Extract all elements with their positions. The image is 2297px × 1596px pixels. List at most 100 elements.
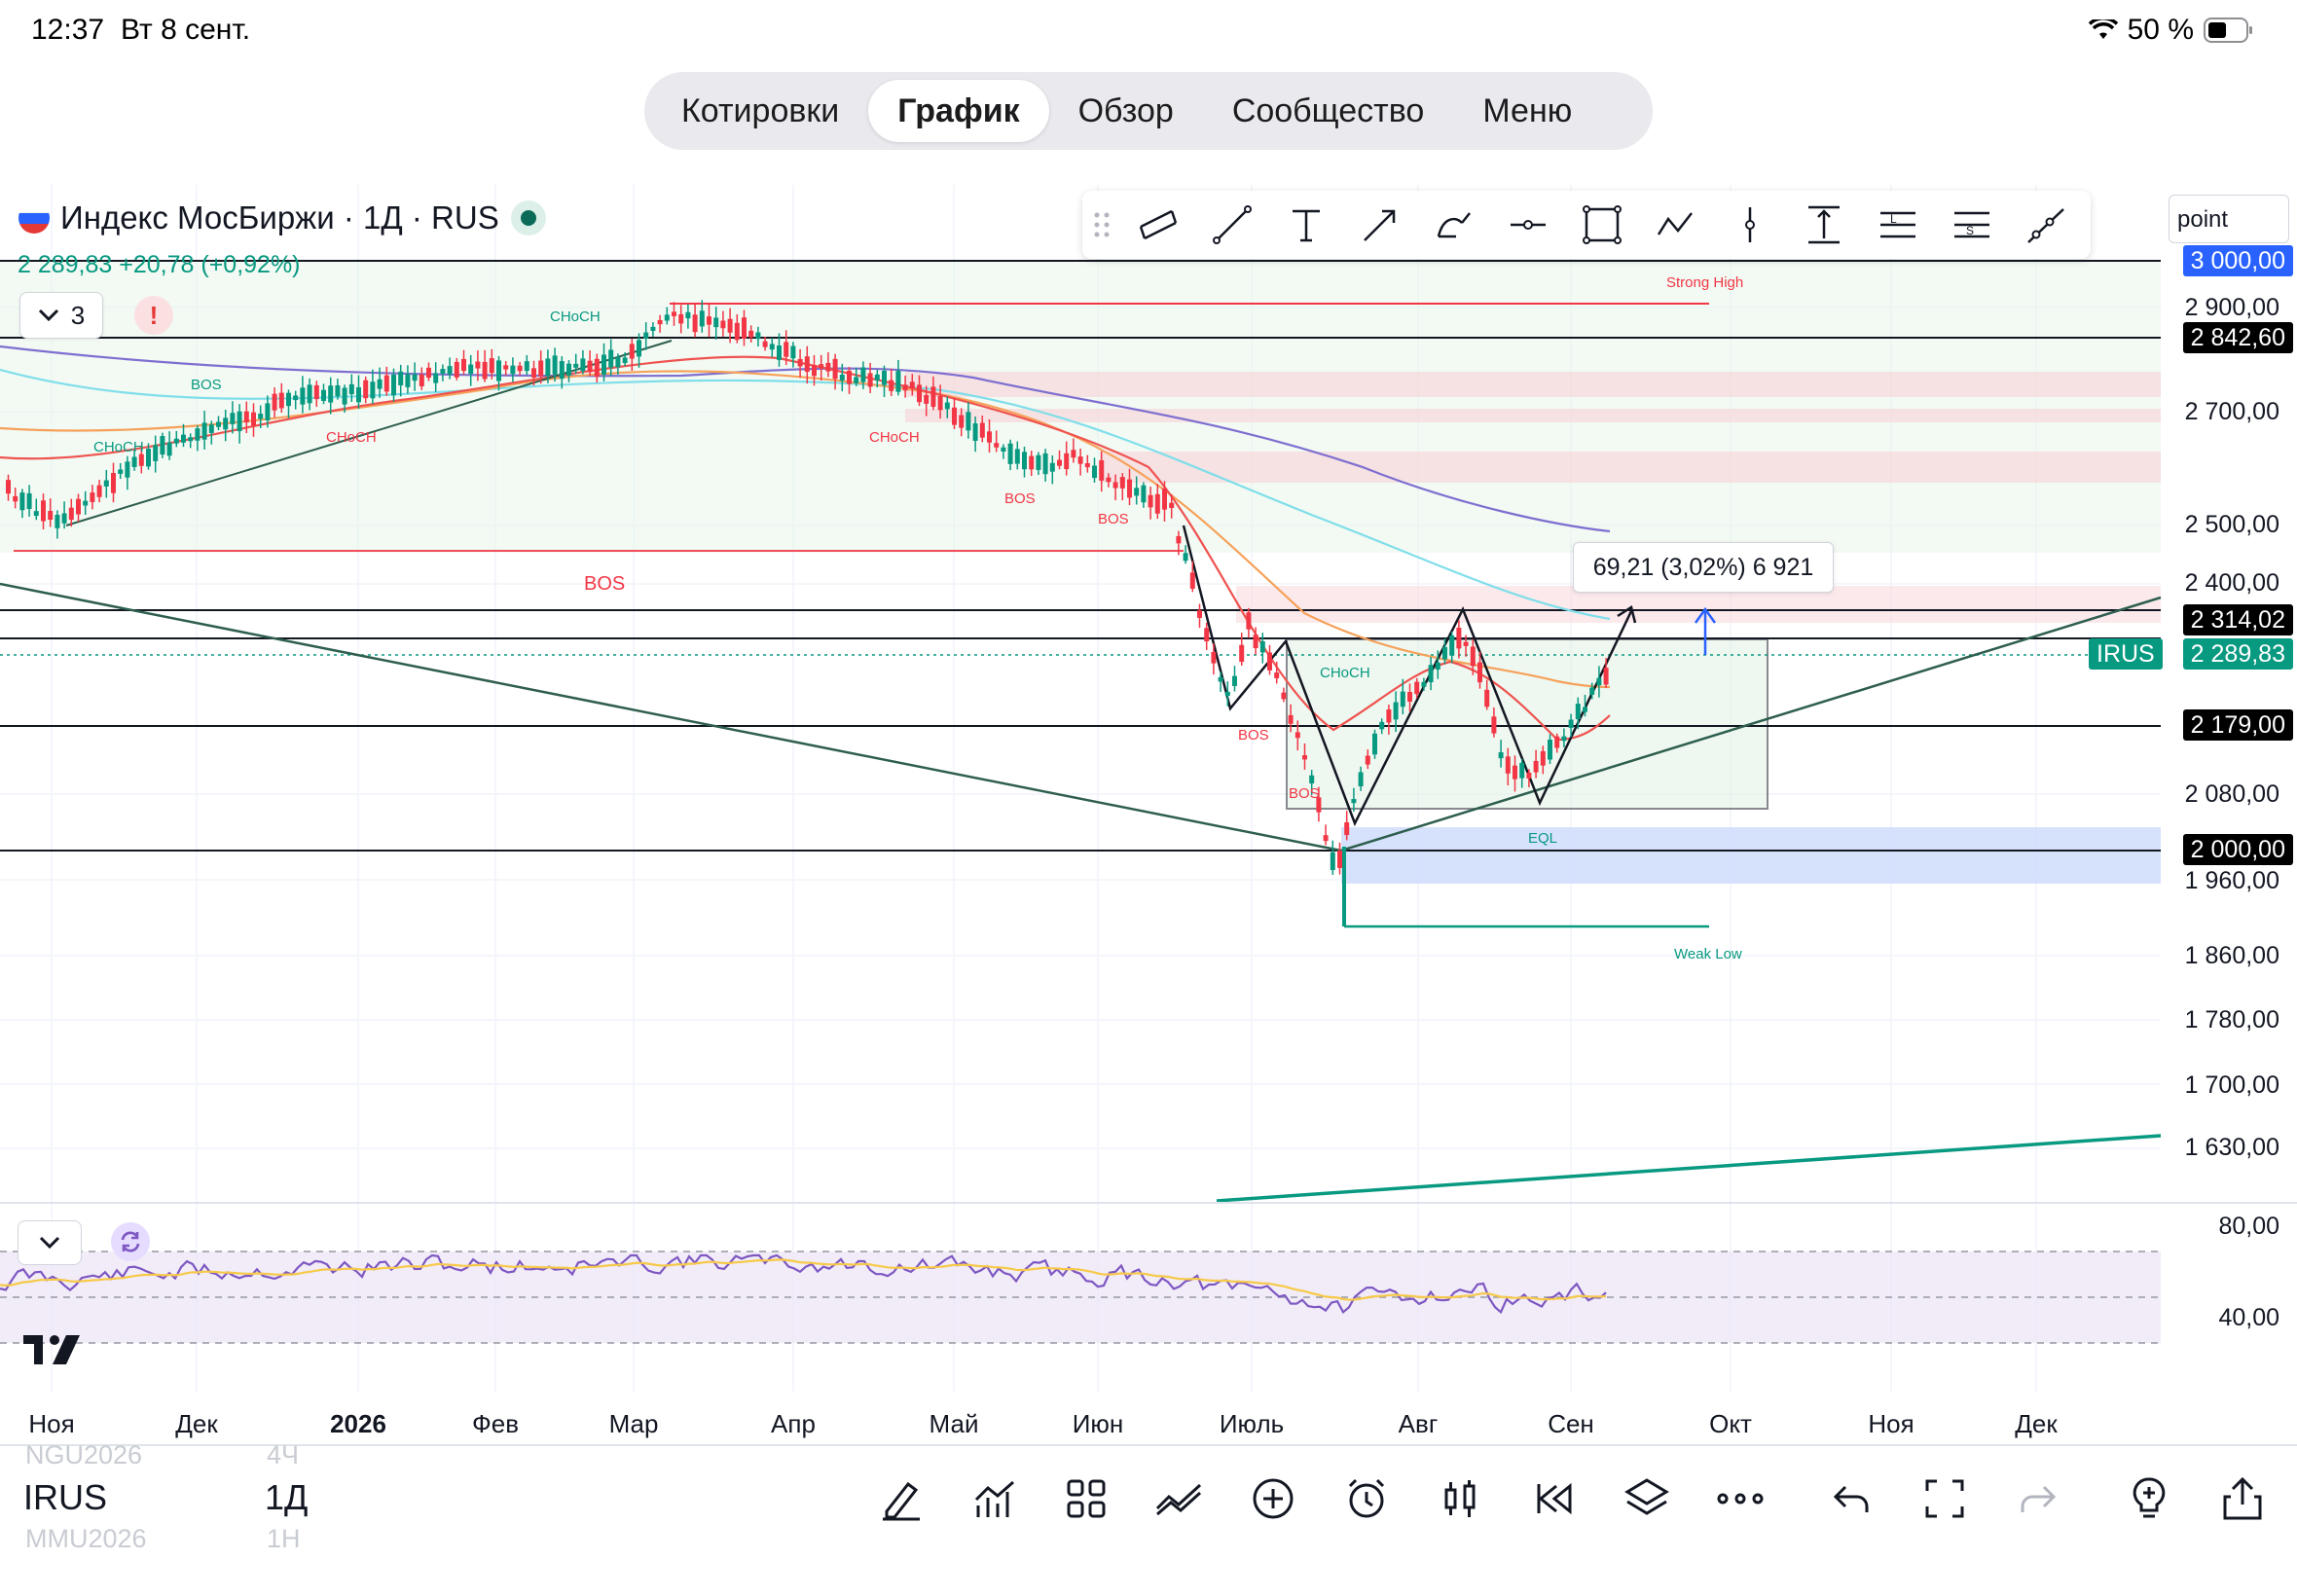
indicators-chart-icon[interactable] [967,1471,1022,1526]
timeframe-picker-next[interactable]: 1Н [267,1524,301,1553]
candle-body [902,384,908,391]
tab-quotes[interactable]: Котировки [681,92,840,129]
candle-body [1169,502,1175,509]
price-label-2000: 2 000,00 [2182,834,2293,865]
bottom-toolbar [0,1450,2297,1596]
symbol-legend[interactable]: Индекс МосБиржи · 1Д · RUS [18,199,548,237]
redo-icon[interactable] [2011,1471,2065,1526]
add-circle-icon[interactable] [1246,1471,1300,1526]
candle-body [790,345,796,359]
chart-canvas[interactable]: Strong High Weak Low EQL BOS BOS BOS BOS… [0,0,2297,1450]
candle-body [195,428,201,441]
candle-body [531,368,536,378]
candle-body [313,384,319,400]
price-tick-1780: 1 780,00 [2184,1006,2279,1034]
candle-body [1176,535,1182,544]
text-tool-icon[interactable] [1269,191,1343,259]
candle-body [26,492,32,510]
candle-body [461,358,466,372]
candle-body [55,514,60,528]
undo-icon[interactable] [1824,1471,1878,1526]
long-position-tool-icon[interactable]: L [1861,191,1935,259]
vertical-line-tool-icon[interactable] [1713,191,1787,259]
candle-body [1379,721,1385,730]
layers-icon[interactable] [1620,1471,1674,1526]
price-range-tool-icon[interactable] [1787,191,1861,259]
fullscreen-icon[interactable] [1917,1471,1972,1526]
arrow-tool-icon[interactable] [1343,191,1417,259]
zigzag-arrowhead [1617,605,1637,624]
candle-body [650,326,656,331]
rsi-collapse-button[interactable] [18,1220,82,1265]
candle-body [1029,455,1035,470]
candle-body [979,422,985,438]
candle-body [860,367,866,382]
candle-body [1435,662,1440,671]
tab-community[interactable]: Сообщество [1231,92,1425,129]
price-tick-2080: 2 080,00 [2184,780,2279,808]
tab-overview[interactable]: Обзор [1077,92,1174,129]
rsi-levels [0,1251,2161,1344]
candle-body [707,316,711,325]
timeframe-picker[interactable]: 1Д [265,1477,309,1517]
point-field[interactable]: point [2169,195,2289,243]
rectangle-tool-icon[interactable] [1565,191,1639,259]
legend-price-change: 2 289,83 +20,78 (+0,92%) [18,251,301,278]
candle-body [125,461,130,478]
time-tick: Ноя [1868,1409,1914,1438]
price-tick-2700: 2 700,00 [2184,398,2279,425]
tab-chart[interactable]: График [868,80,1049,142]
downtrend-line [0,582,1342,852]
replay-icon[interactable] [1526,1471,1581,1526]
candle-body [1351,799,1357,804]
alert-icon[interactable]: ! [134,296,173,335]
ray-tool-icon[interactable] [2009,191,2083,259]
draw-pen-icon[interactable] [874,1471,929,1526]
symbol-picker-prev[interactable]: NGU2026 [25,1440,143,1469]
more-dots-icon[interactable] [1713,1471,1768,1526]
candle-body [440,369,446,375]
share-icon[interactable] [2215,1471,2270,1526]
candle-body [96,485,102,497]
candle-body [777,345,782,360]
candle-body [937,395,943,411]
compare-lines-icon[interactable] [1152,1471,1207,1526]
candle-body [1204,628,1210,642]
layouts-grid-icon[interactable] [1059,1471,1113,1526]
candle-body [559,361,565,380]
candle-body [1274,672,1280,678]
ma-200-line [0,345,1611,533]
tab-menu[interactable]: Меню [1482,92,1573,129]
candle-body [1589,687,1595,695]
rsi-refresh-icon[interactable] [111,1222,150,1261]
candle-body [1099,459,1105,481]
symbol-picker[interactable]: IRUS [23,1477,108,1517]
candle-body [293,395,299,401]
time-tick: Мар [608,1409,659,1438]
brush-tool-icon[interactable] [1417,191,1491,259]
candle-body [1183,553,1188,562]
ideas-bulb-icon[interactable] [2122,1471,2176,1526]
candles-icon[interactable] [1433,1471,1487,1526]
candle-body [1036,454,1041,470]
candle-body [1330,852,1335,871]
horizontal-levels [0,260,2161,852]
price-tick-1860: 1 860,00 [2184,942,2279,969]
drag-handle-icon[interactable] [1082,191,1121,259]
timeframe-picker-prev[interactable]: 4Ч [267,1440,300,1469]
indicators-toggle[interactable]: 3 [19,292,103,339]
candle-body [1001,447,1006,452]
candle-body [475,361,481,369]
trend-line-tool-icon[interactable] [1195,191,1269,259]
candle-body [847,370,852,384]
horizontal-ray-tool-icon[interactable] [1491,191,1565,259]
short-position-tool-icon[interactable]: S [1935,191,2009,259]
parallel-channel-tool-icon[interactable] [1121,191,1195,259]
alarm-clock-icon[interactable] [1339,1471,1394,1526]
candle-body [76,498,81,515]
path-tool-icon[interactable] [1639,191,1713,259]
candle-body [1162,488,1167,510]
symbol-picker-next[interactable]: MMU2026 [25,1524,147,1553]
candle-body [924,394,930,404]
candle-body [1259,640,1265,653]
